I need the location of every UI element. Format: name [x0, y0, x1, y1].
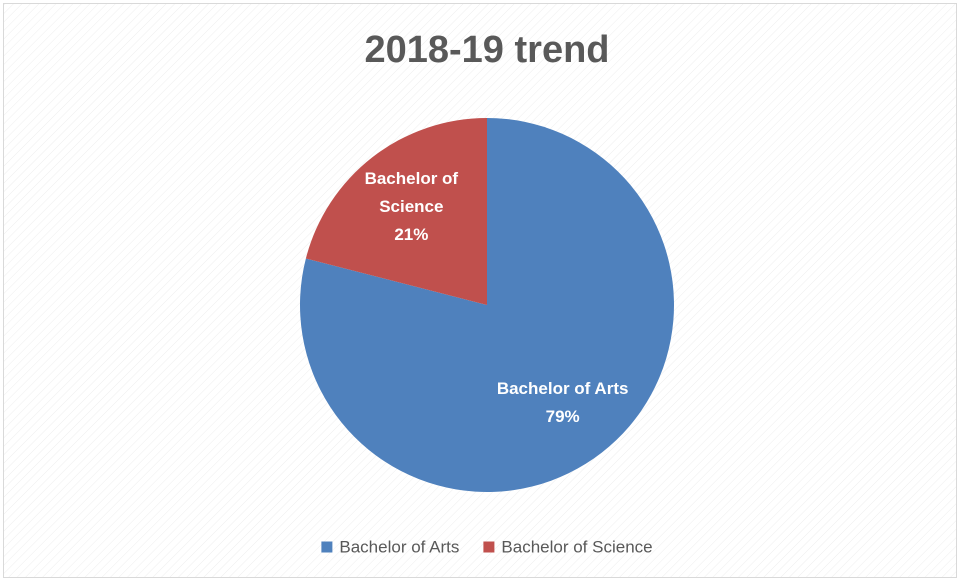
data-label-value: 21%	[394, 225, 429, 245]
chart-title: 2018-19 trend	[364, 29, 609, 71]
data-label-category: Bachelor of Science	[364, 169, 459, 217]
legend-label: Bachelor of Arts	[339, 537, 459, 556]
data-label: Bachelor of Science 21%	[341, 165, 481, 249]
data-label: Bachelor of Arts 79%	[493, 375, 633, 431]
data-label-category: Bachelor of Arts	[496, 378, 629, 398]
legend-swatch	[483, 541, 495, 553]
legend-swatch	[321, 541, 333, 553]
pie-slice	[305, 118, 487, 305]
data-label-value: 79%	[545, 406, 580, 426]
legend-label: Bachelor of Science	[501, 537, 652, 556]
